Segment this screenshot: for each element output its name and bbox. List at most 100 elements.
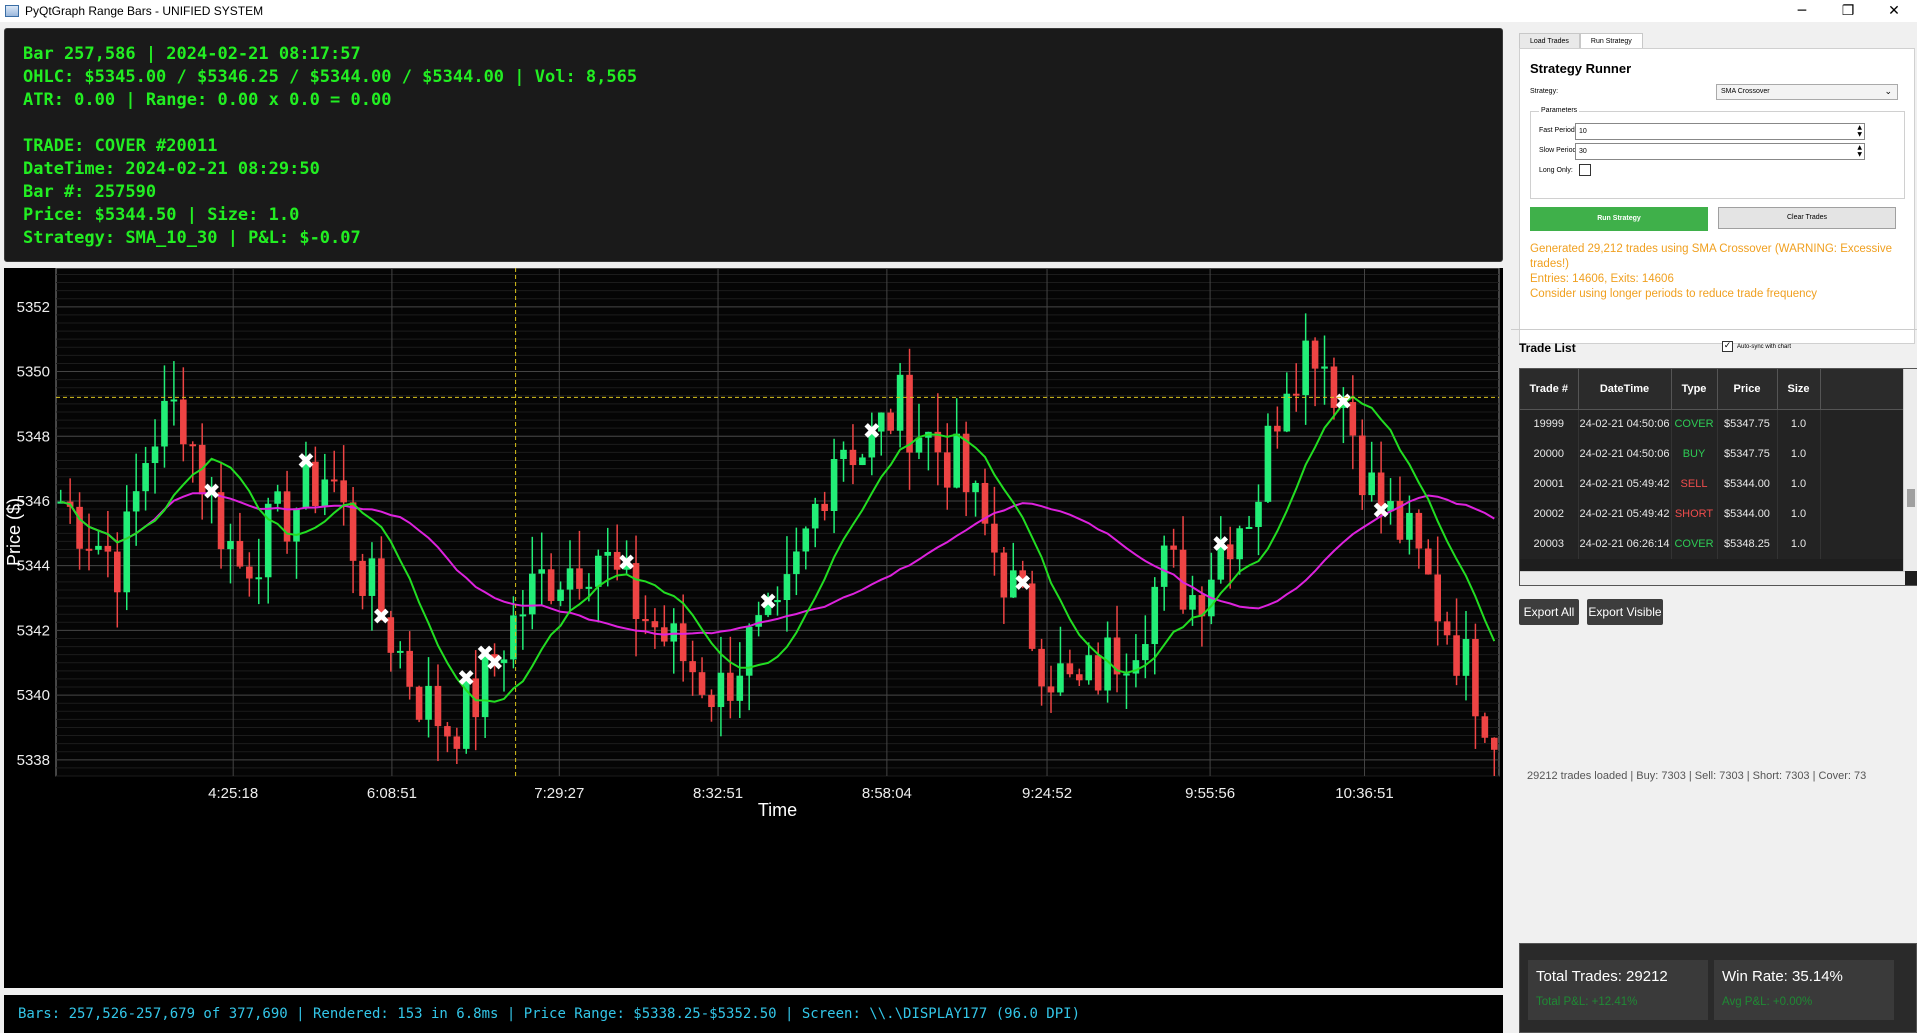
export-all-button[interactable]: Export All: [1519, 599, 1579, 625]
column-header[interactable]: Type: [1671, 369, 1718, 410]
candle-body[interactable]: [679, 623, 687, 662]
trade-marker-icon[interactable]: ✖: [759, 590, 777, 615]
candle-body[interactable]: [1160, 545, 1168, 587]
candle-body[interactable]: [1377, 472, 1385, 512]
export-visible-button[interactable]: Export Visible: [1587, 599, 1663, 625]
candle-body[interactable]: [312, 461, 319, 507]
candle-body[interactable]: [717, 672, 725, 708]
candle-body[interactable]: [510, 615, 517, 660]
candle-body[interactable]: [321, 479, 329, 507]
column-header[interactable]: Trade #: [1520, 369, 1579, 410]
column-header[interactable]: Size: [1777, 369, 1821, 410]
candle-body[interactable]: [745, 626, 753, 676]
table-row[interactable]: 20000 24-02-21 04:50:06 BUY $5347.75 1.0: [1520, 439, 1905, 469]
candle-body[interactable]: [368, 558, 376, 596]
candle-body[interactable]: [1462, 639, 1470, 676]
candle-body[interactable]: [840, 449, 847, 460]
candle-body[interactable]: [1387, 500, 1394, 512]
candle-body[interactable]: [1104, 637, 1111, 691]
candle-body[interactable]: [1236, 528, 1243, 560]
candle-body[interactable]: [274, 491, 281, 504]
candle-body[interactable]: [1255, 501, 1262, 527]
candle-body[interactable]: [387, 617, 395, 653]
candle-body[interactable]: [906, 374, 913, 453]
horizontal-scrollbar[interactable]: [1520, 571, 1905, 585]
candle-body[interactable]: [613, 551, 621, 570]
candle-body[interactable]: [1226, 544, 1234, 560]
candle-body[interactable]: [830, 459, 838, 512]
candle-body[interactable]: [1217, 544, 1225, 580]
candle-body[interactable]: [1434, 574, 1441, 622]
candle-body[interactable]: [472, 678, 479, 718]
candle-body[interactable]: [623, 563, 630, 570]
trade-marker-icon[interactable]: ✖: [1372, 499, 1390, 524]
candle-body[interactable]: [434, 685, 442, 727]
candle-body[interactable]: [1481, 716, 1489, 738]
candle-body[interactable]: [1453, 635, 1460, 676]
candle-body[interactable]: [595, 555, 602, 587]
candle-body[interactable]: [1274, 425, 1281, 432]
trade-marker-icon[interactable]: ✖: [476, 642, 494, 667]
candle-body[interactable]: [1358, 435, 1366, 496]
candle-body[interactable]: [991, 523, 998, 553]
candle-body[interactable]: [283, 491, 291, 542]
spin-arrows-icon[interactable]: ▲ ▼: [1857, 144, 1862, 158]
candle-body[interactable]: [783, 574, 791, 601]
candle-body[interactable]: [1151, 586, 1159, 645]
autosync-toggle[interactable]: ✓ Auto-sync with chart: [1722, 341, 1791, 352]
candle-body[interactable]: [689, 661, 696, 673]
candle-body[interactable]: [519, 614, 527, 617]
candle-body[interactable]: [293, 508, 300, 542]
candle-body[interactable]: [1330, 366, 1338, 408]
candle-body[interactable]: [981, 482, 989, 524]
candle-body[interactable]: [642, 619, 649, 622]
candle-body[interactable]: [1349, 402, 1357, 436]
slow-period-spinbox[interactable]: 30 ▲ ▼: [1575, 143, 1865, 160]
candle-body[interactable]: [255, 577, 263, 580]
candle-body[interactable]: [500, 659, 508, 664]
candle-body[interactable]: [1396, 500, 1404, 540]
candle-body[interactable]: [887, 412, 894, 431]
candle-body[interactable]: [1057, 663, 1064, 693]
candle-body[interactable]: [557, 589, 564, 601]
candle-body[interactable]: [359, 560, 366, 596]
candle-body[interactable]: [1019, 570, 1027, 584]
candle-body[interactable]: [604, 551, 612, 556]
candle-body[interactable]: [444, 726, 451, 737]
candle-body[interactable]: [1076, 674, 1083, 681]
candle-body[interactable]: [821, 503, 828, 512]
clear-trades-button[interactable]: Clear Trades: [1718, 207, 1896, 229]
candle-body[interactable]: [708, 694, 715, 708]
candle-body[interactable]: [1406, 512, 1413, 540]
candle-body[interactable]: [1170, 545, 1177, 550]
candle-body[interactable]: [1472, 639, 1479, 717]
candle-body[interactable]: [727, 672, 734, 701]
trade-marker-icon[interactable]: ✖: [202, 480, 220, 505]
maximize-icon[interactable]: ❐: [1841, 3, 1855, 19]
candle-body[interactable]: [934, 431, 942, 453]
candle-body[interactable]: [1245, 526, 1253, 529]
vertical-scrollbar[interactable]: [1903, 369, 1917, 571]
close-icon[interactable]: ✕: [1888, 3, 1900, 19]
candle-body[interactable]: [349, 502, 357, 561]
trade-table[interactable]: Trade # DateTime Type Price Size 19999 24…: [1519, 368, 1917, 586]
candle-body[interactable]: [1123, 673, 1130, 676]
candle-body[interactable]: [877, 412, 885, 432]
candle-body[interactable]: [1113, 637, 1121, 675]
candle-body[interactable]: [1038, 648, 1045, 687]
check-icon[interactable]: ✓: [1722, 341, 1733, 352]
candle-body[interactable]: [1443, 621, 1451, 636]
candle-body[interactable]: [859, 457, 866, 466]
candle-body[interactable]: [340, 480, 347, 503]
candle-body[interactable]: [1094, 655, 1102, 691]
candle-body[interactable]: [415, 686, 423, 720]
candle-body[interactable]: [632, 563, 640, 620]
trade-marker-icon[interactable]: ✖: [297, 450, 315, 475]
trade-marker-icon[interactable]: ✖: [1334, 390, 1352, 415]
candle-body[interactable]: [972, 482, 979, 493]
trade-marker-icon[interactable]: ✖: [617, 551, 635, 576]
candle-body[interactable]: [114, 551, 121, 593]
trade-marker-icon[interactable]: ✖: [863, 420, 881, 445]
candle-body[interactable]: [774, 600, 781, 603]
candle-body[interactable]: [1085, 655, 1093, 681]
